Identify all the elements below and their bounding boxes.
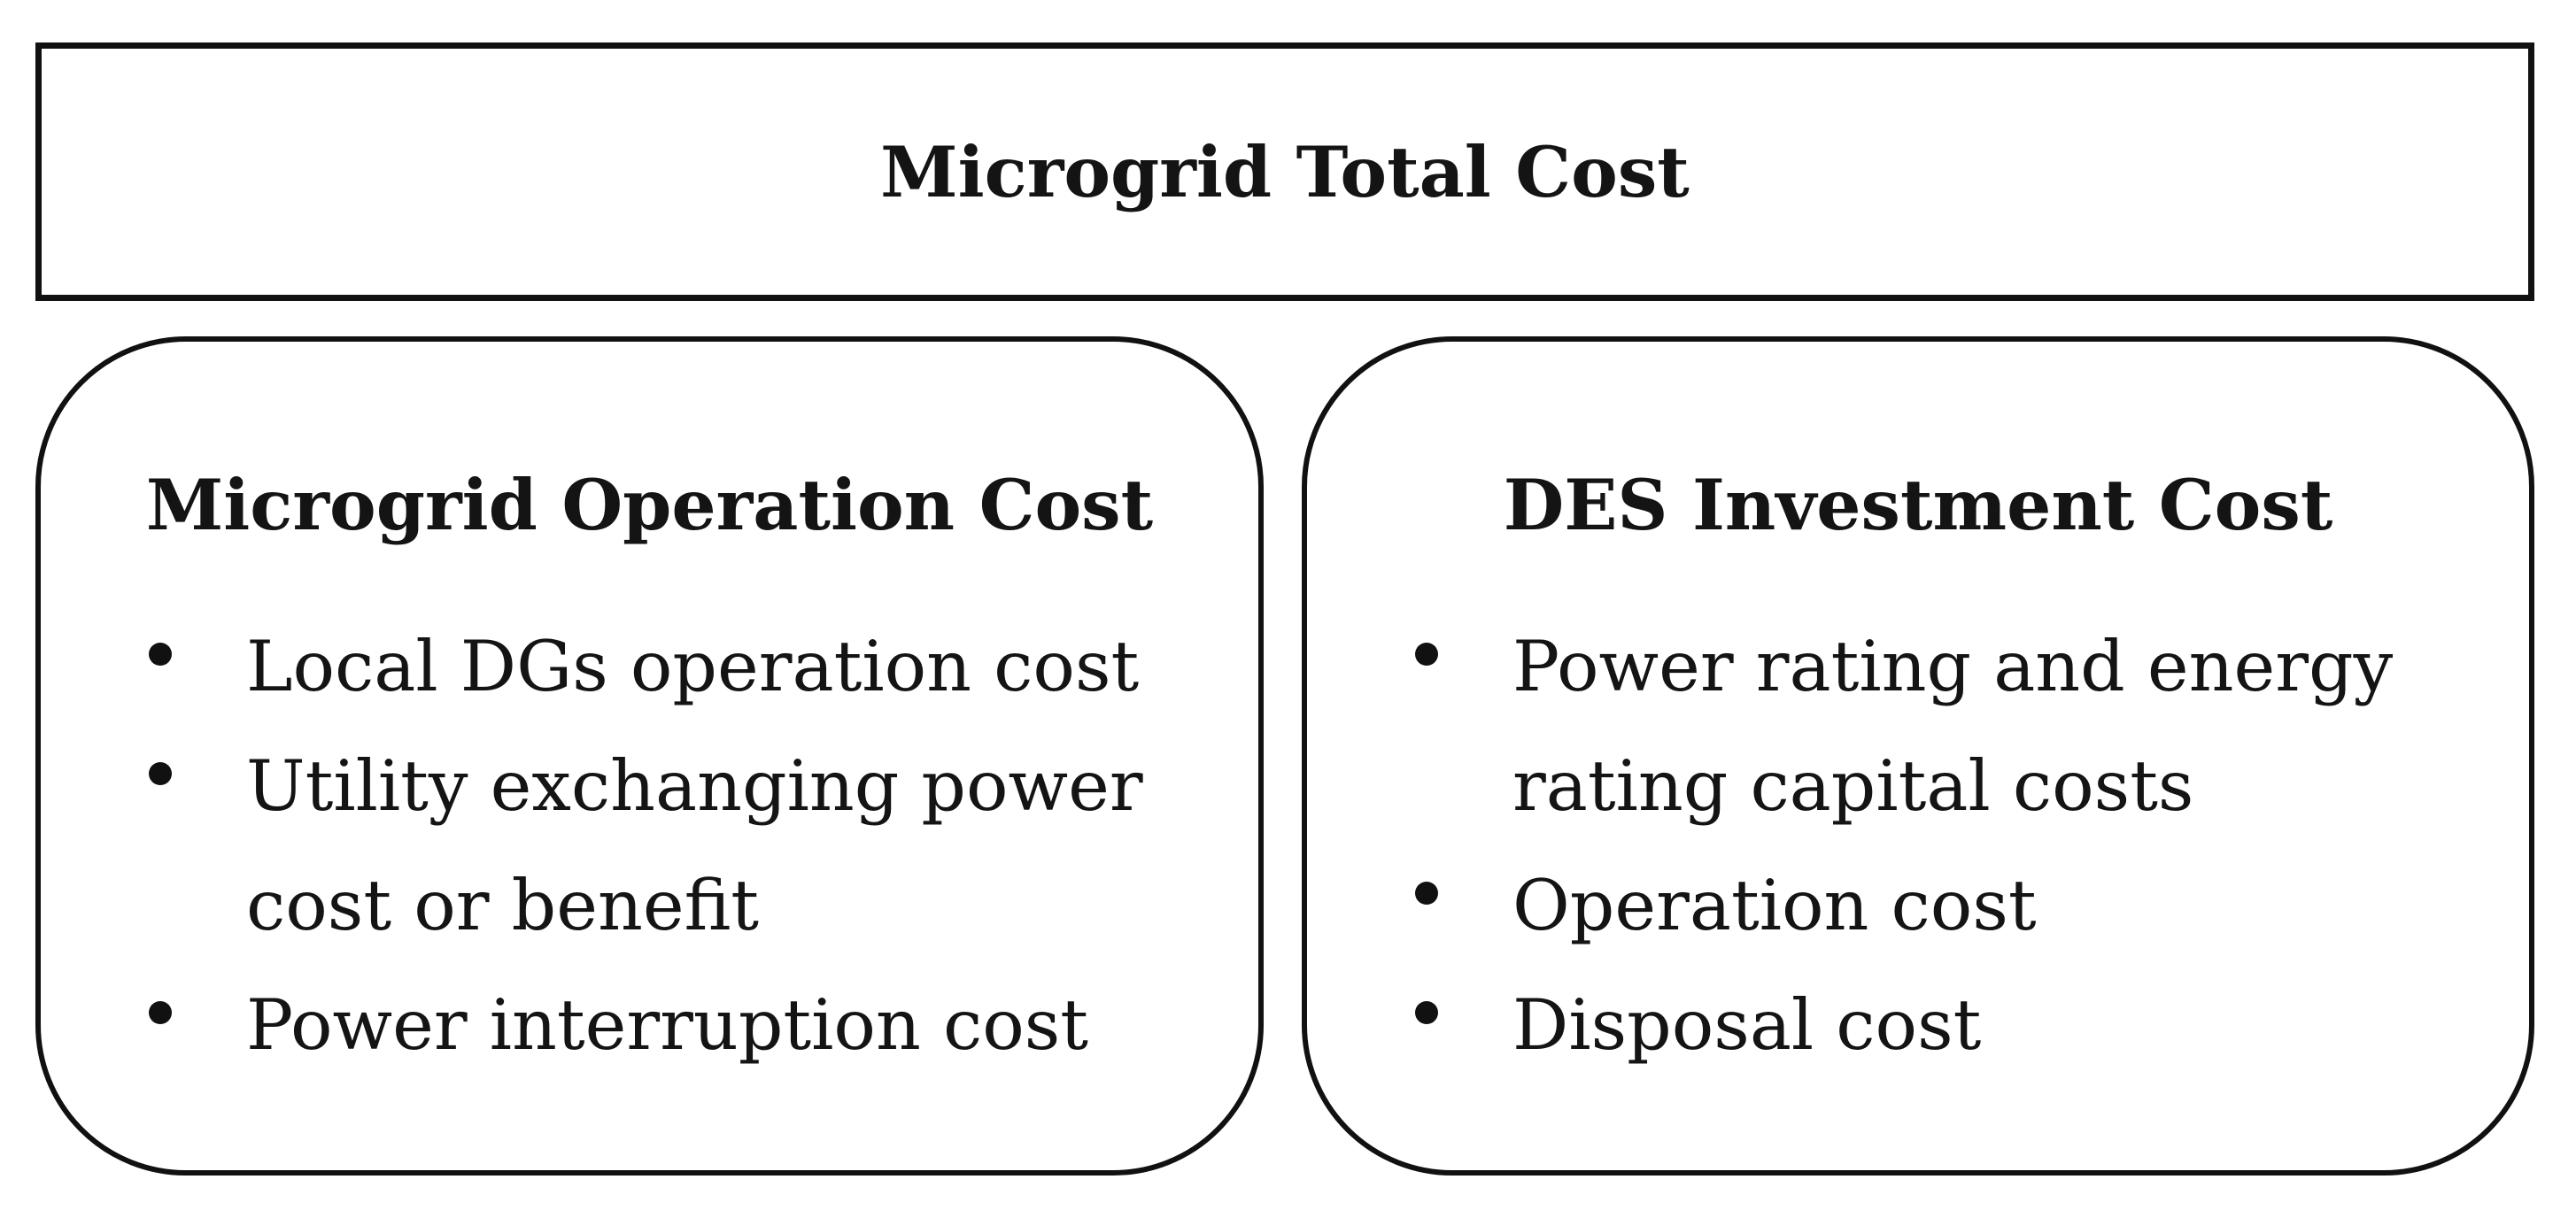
- bullet-icon: [149, 762, 172, 785]
- investment-cost-title: DES Investment Cost: [1503, 464, 2333, 546]
- list-item-text: Utility exchanging power cost or benefit: [246, 745, 1143, 946]
- list-item: Local DGs operation cost: [41, 607, 1258, 727]
- bullet-icon: [1415, 1001, 1438, 1024]
- list-item: Operation cost: [1307, 846, 2529, 966]
- operation-cost-panel: Microgrid Operation Cost Local DGs opera…: [35, 336, 1264, 1176]
- total-cost-title: Microgrid Total Cost: [880, 130, 1690, 213]
- list-item-text: Power rating and energy rating capital c…: [1512, 626, 2394, 827]
- list-item-text: Operation cost: [1512, 865, 2037, 946]
- operation-cost-title: Microgrid Operation Cost: [145, 464, 1154, 546]
- list-item: Disposal cost: [1307, 966, 2529, 1085]
- operation-cost-list: Local DGs operation cost Utility exchang…: [41, 607, 1258, 1085]
- investment-cost-list: Power rating and energy rating capital c…: [1307, 607, 2529, 1085]
- investment-cost-panel: DES Investment Cost Power rating and ene…: [1302, 336, 2534, 1176]
- bullet-icon: [149, 643, 172, 666]
- list-item: Power rating and energy rating capital c…: [1307, 607, 2529, 846]
- list-item-text: Local DGs operation cost: [246, 626, 1140, 707]
- total-cost-box: Microgrid Total Cost: [35, 42, 2534, 301]
- bullet-icon: [149, 1001, 172, 1024]
- bullet-icon: [1415, 882, 1438, 905]
- bullet-icon: [1415, 643, 1438, 666]
- list-item: Power interruption cost: [41, 966, 1258, 1085]
- list-item-text: Power interruption cost: [246, 984, 1089, 1066]
- list-item-text: Disposal cost: [1512, 984, 1982, 1066]
- list-item: Utility exchanging power cost or benefit: [41, 727, 1258, 966]
